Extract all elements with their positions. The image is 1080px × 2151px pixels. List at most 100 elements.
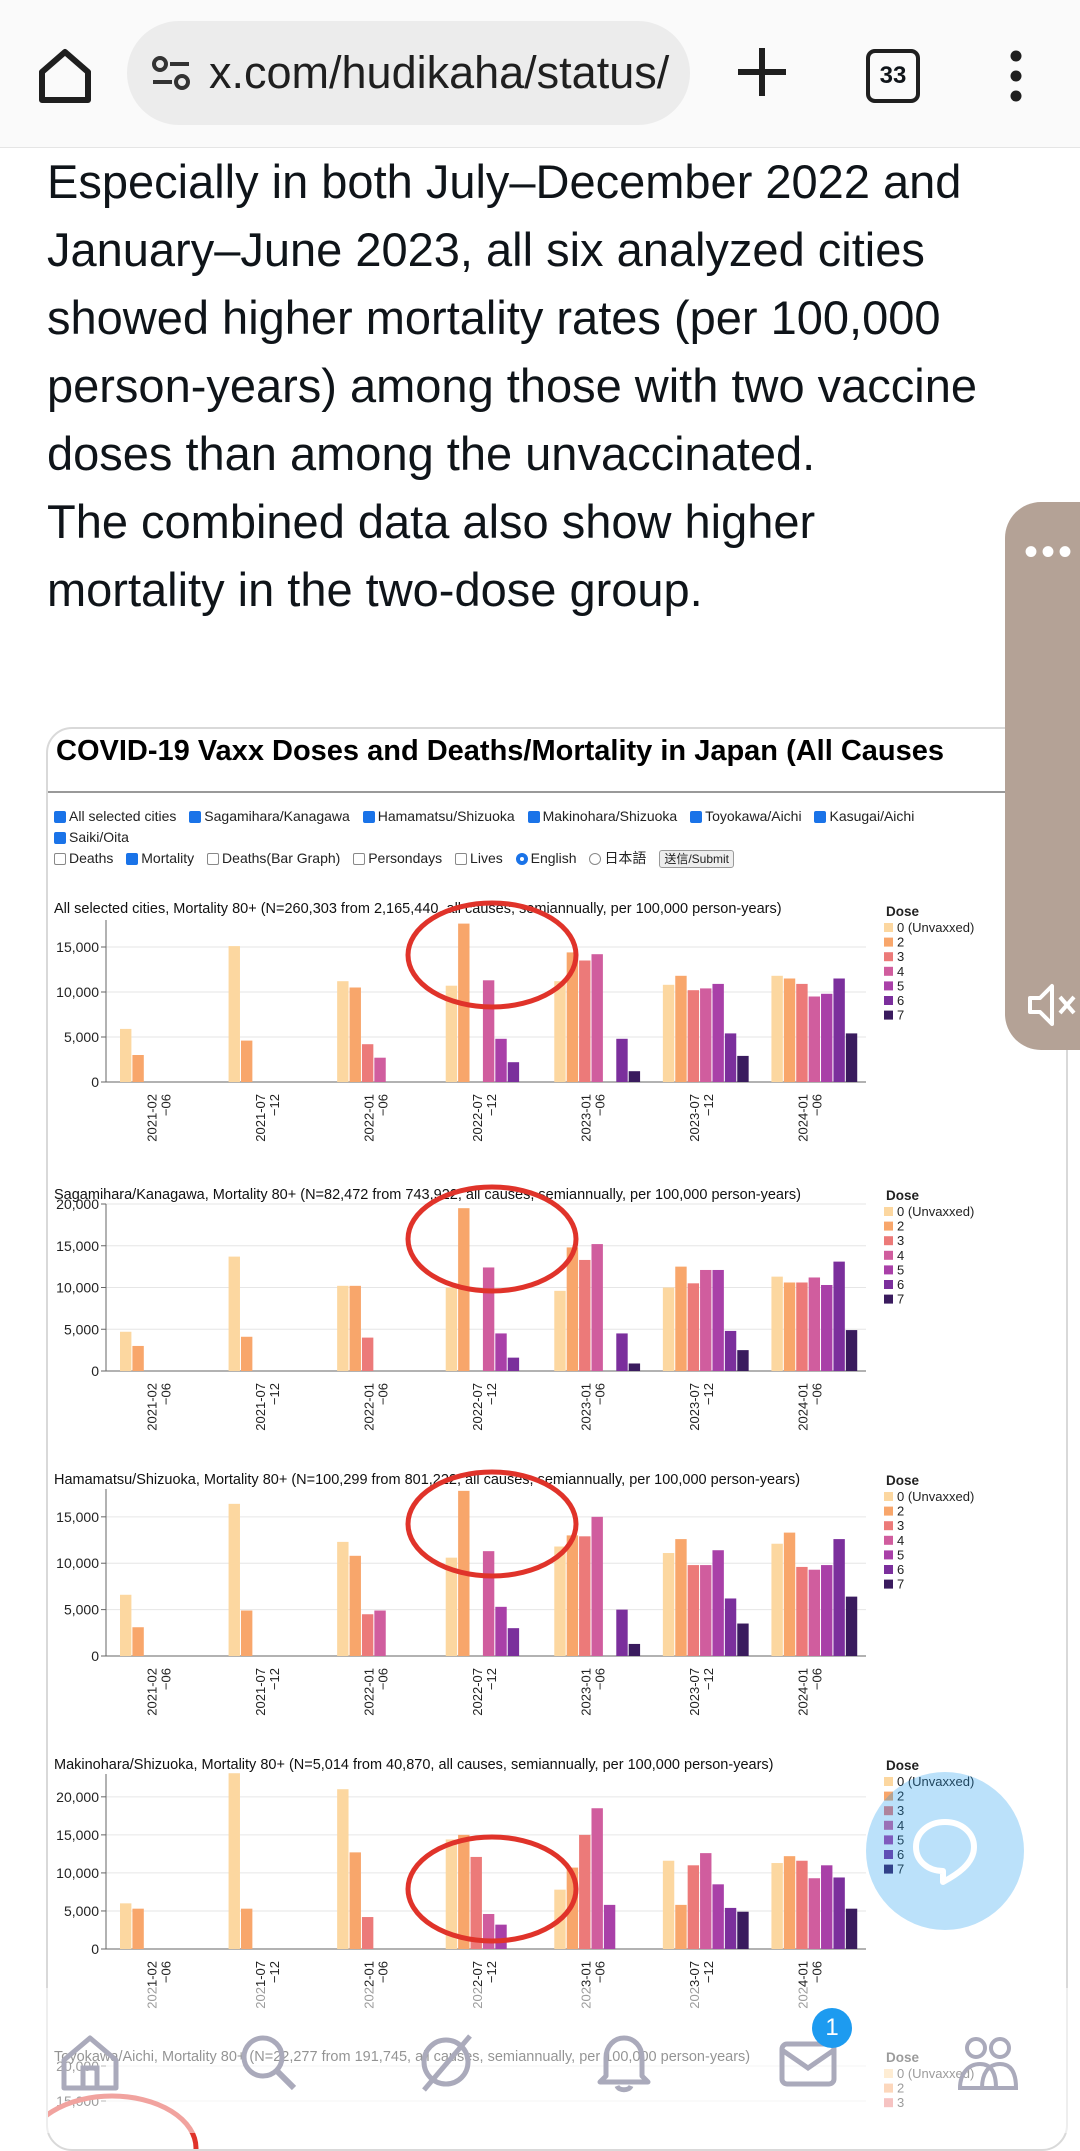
- title-divider: [48, 791, 1066, 793]
- legend-swatch: [884, 1010, 893, 1020]
- checkbox-icon: [527, 811, 540, 823]
- search-icon[interactable]: [236, 2030, 300, 2094]
- option-label: Persondays: [368, 850, 443, 866]
- legend-label: 2: [897, 1219, 904, 1234]
- bar-6: [507, 1628, 520, 1656]
- grok-icon[interactable]: [414, 2030, 478, 2094]
- language-radio: 日本語: [589, 850, 646, 866]
- home-icon[interactable]: [58, 2030, 122, 2094]
- option-checkbox: Deaths(Bar Graph): [207, 850, 340, 866]
- bar-3: [361, 1337, 374, 1371]
- bar-0-unvaxxed-: [228, 946, 240, 1082]
- bar-0-unvaxxed-: [337, 1285, 349, 1371]
- x-tick-text: 2023-01: [579, 1383, 594, 1431]
- x-tick-text: −06: [158, 1094, 173, 1116]
- edge-panel-handle[interactable]: [1005, 502, 1080, 1050]
- bar-2: [566, 1535, 579, 1656]
- more-dots-icon[interactable]: •••: [1024, 530, 1076, 574]
- x-tick-label: 2023-07 −12: [687, 1668, 716, 1716]
- legend-title: Dose: [886, 1473, 920, 1488]
- bar-2: [349, 1555, 361, 1656]
- legend-label: 6: [897, 1847, 904, 1862]
- site-settings-icon[interactable]: [149, 51, 193, 95]
- legend-swatch: [884, 1294, 893, 1304]
- x-tick-text: 2021-02: [144, 1668, 159, 1716]
- checkbox-icon: [207, 853, 220, 865]
- city-checkbox: Saiki/Oita: [54, 829, 129, 845]
- tweet-line: The combined data also show higher: [47, 495, 816, 548]
- y-tick-label: 0: [91, 1648, 99, 1664]
- legend-swatch: [884, 1550, 893, 1560]
- x-tick-label: 2024-01 −06: [796, 1383, 825, 1431]
- legend-label: 3: [897, 1233, 904, 1248]
- y-tick-label: 5,000: [64, 1903, 99, 1919]
- bar-6: [724, 1330, 737, 1371]
- chat-fab-button[interactable]: [866, 1772, 1024, 1930]
- checkbox-icon: [690, 811, 703, 823]
- x-tick-text: −06: [375, 1668, 390, 1690]
- legend-swatch: [884, 1835, 893, 1845]
- legend-label: 3: [897, 1803, 904, 1818]
- bar-7: [628, 1643, 641, 1656]
- bar-4: [482, 1267, 495, 1371]
- messages-badge: 1: [812, 2008, 852, 2048]
- x-tick-text: −06: [375, 1094, 390, 1116]
- x-tick-text: −12: [701, 1094, 716, 1116]
- bar-5: [495, 1606, 507, 1656]
- bar-3: [796, 1566, 808, 1656]
- x-tick-text: −06: [810, 1961, 825, 1983]
- x-tick-label: 2022-07 −12: [470, 1668, 499, 1716]
- x-tick-text: 2021-07: [253, 1383, 268, 1431]
- chart-makinohara: Makinohara/Shizuoka, Mortality 80+ (N=5,…: [48, 1754, 1066, 2044]
- bar-6: [724, 1907, 737, 1949]
- chart-title: Sagamihara/Kanagawa, Mortality 80+ (N=82…: [54, 1187, 801, 1203]
- legend-label: 0 (Unvaxxed): [897, 1774, 974, 1789]
- tab-switcher-button[interactable]: 33: [866, 49, 920, 103]
- x-tick-text: −12: [701, 1383, 716, 1405]
- legend-label: 6: [897, 1562, 904, 1577]
- bar-3: [796, 1860, 808, 1949]
- legend-label: 4: [897, 1818, 904, 1833]
- bar-2: [132, 1908, 144, 1949]
- more-menu-icon[interactable]: [1001, 48, 1031, 104]
- x-tick-text: −06: [375, 1383, 390, 1405]
- legend-swatch: [884, 1280, 893, 1289]
- x-tick-text: 2022-07: [470, 1383, 485, 1431]
- bar-4: [700, 1269, 712, 1371]
- bar-2: [349, 1852, 361, 1949]
- x-tick-text: −06: [158, 1961, 173, 1983]
- bar-0-unvaxxed-: [120, 1594, 132, 1656]
- address-bar[interactable]: x.com/hudikaha/status/: [127, 21, 690, 125]
- x-tick-label: 2023-07 −12: [687, 1383, 716, 1431]
- highlight-circle: [405, 900, 579, 1010]
- notifications-icon[interactable]: [592, 2030, 656, 2094]
- legend-label: 2: [897, 1504, 904, 1519]
- option-checkbox: Persondays: [353, 850, 442, 866]
- checkbox-icon: [54, 853, 66, 865]
- y-tick-label: 20,000: [56, 1789, 99, 1805]
- legend-label: 5: [897, 1262, 904, 1277]
- x-tick-text: 2024-01: [796, 1094, 811, 1142]
- bar-6: [616, 1609, 628, 1656]
- bar-0-unvaxxed-: [228, 1256, 240, 1371]
- bar-2: [240, 1908, 253, 1949]
- chart-svg: All selected cities, Mortality 80+ (N=26…: [54, 900, 974, 1142]
- bar-7: [628, 1071, 641, 1082]
- x-tick-label: 2022-01 −06: [361, 1668, 390, 1716]
- new-tab-icon[interactable]: [734, 44, 790, 100]
- y-tick-label: 5,000: [64, 1321, 99, 1337]
- tweet-line: January–June 2023, all six analyzed citi…: [47, 223, 925, 276]
- messages-icon[interactable]: [776, 2030, 840, 2094]
- bar-2: [240, 1610, 253, 1656]
- tweet-image[interactable]: COVID-19 Vaxx Doses and Deaths/Mortality…: [46, 727, 1068, 2151]
- mute-icon[interactable]: [1024, 978, 1078, 1032]
- city-label: Toyokawa/Aichi: [705, 808, 802, 824]
- home-icon[interactable]: [34, 44, 96, 106]
- bar-2: [675, 1904, 687, 1949]
- communities-icon[interactable]: [956, 2030, 1020, 2094]
- legend-label: 5: [897, 978, 904, 993]
- y-tick-label: 0: [91, 1074, 99, 1090]
- checkbox-icon: [353, 853, 366, 865]
- x-tick-text: −06: [810, 1383, 825, 1405]
- bar-7: [845, 1596, 858, 1656]
